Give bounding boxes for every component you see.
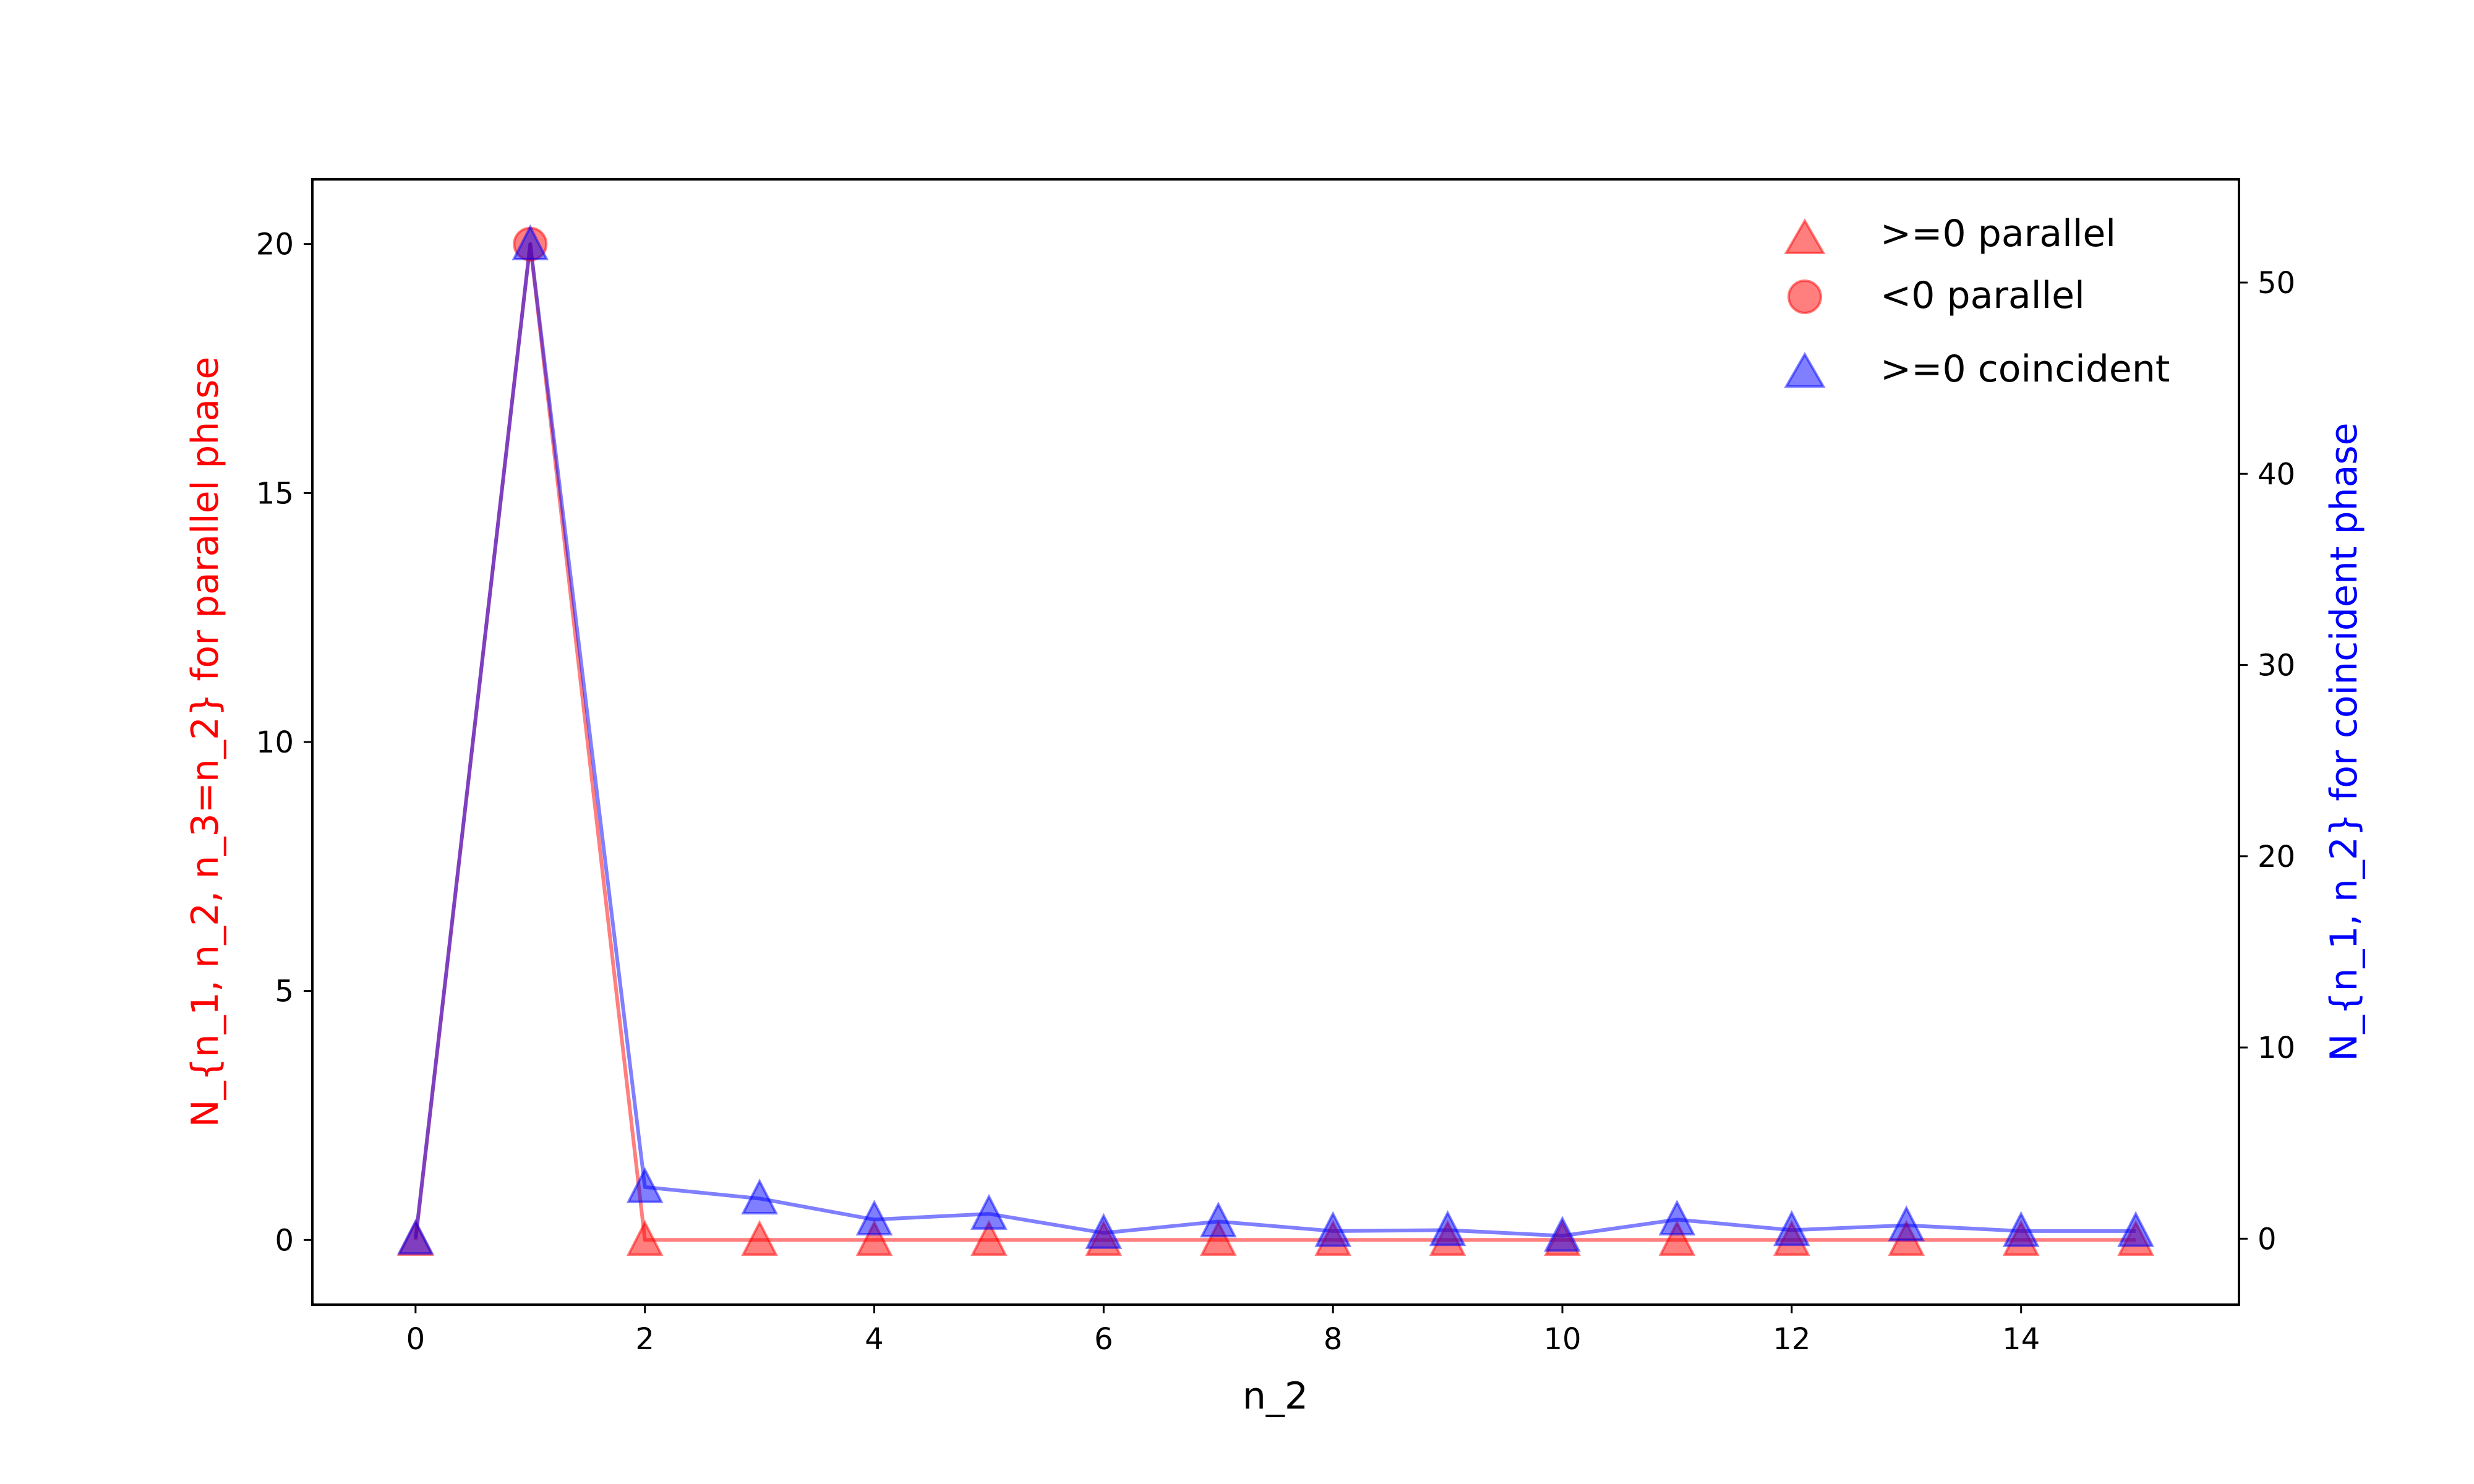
- x-tick-label: 0: [406, 1322, 426, 1357]
- data-point-coincident-ge0: [1773, 1210, 1810, 1247]
- y-axis-label-left: N_{n_1, n_2, n_3=n_2} for parallel phase: [184, 357, 227, 1128]
- legend-marker-triangle-red: [1784, 218, 1826, 254]
- y-right-tick-label: 10: [2258, 1031, 2295, 1065]
- y-left-tick-label: 10: [256, 725, 294, 760]
- legend-marker-triangle-blue: [1784, 351, 1826, 388]
- y-right-tick-label: 50: [2258, 266, 2295, 301]
- data-point-coincident-ge0: [855, 1200, 893, 1236]
- legend-label: <0 parallel: [1880, 274, 2085, 317]
- y-right-tick-label: 40: [2258, 457, 2295, 492]
- axes-layer: 0 2 4 6 8 10 12 14 0 5 10 15 20 0 10 20 30 40 50: [256, 228, 2295, 1357]
- x-tick-label: 2: [635, 1322, 654, 1357]
- data-point-coincident-ge0: [1199, 1201, 1237, 1238]
- data-point-parallel-ge0: [855, 1219, 893, 1256]
- data-point-coincident-ge0: [2002, 1211, 2040, 1247]
- x-tick-label: 14: [2002, 1322, 2040, 1357]
- data-point-coincident-ge0: [1085, 1213, 1123, 1249]
- legend-marker-circle-red: [1787, 279, 1822, 314]
- series-line-coincident: [413, 242, 2136, 1239]
- y-right-tick-label: 0: [2258, 1222, 2277, 1256]
- x-tick-label: 12: [1773, 1322, 1810, 1357]
- data-point-coincident-ge0: [2117, 1211, 2155, 1247]
- data-point-coincident-ge0: [396, 1218, 434, 1255]
- data-point-coincident-ge0: [1314, 1211, 1352, 1247]
- x-tick-label: 10: [1544, 1322, 1582, 1357]
- y-left-tick-label: 5: [275, 974, 294, 1009]
- legend-label: >=0 parallel: [1880, 212, 2116, 255]
- x-tick-label: 6: [1094, 1322, 1113, 1357]
- data-point-coincident-ge0: [1429, 1210, 1466, 1247]
- x-axis-label: n_2: [1243, 1375, 1308, 1418]
- y-left-tick-label: 0: [275, 1223, 294, 1258]
- data-point-parallel-ge0: [1199, 1219, 1237, 1256]
- data-point-parallel-ge0: [741, 1219, 779, 1256]
- data-point-parallel-ge0: [970, 1219, 1008, 1256]
- y-left-tick-label: 15: [256, 476, 294, 511]
- data-point-coincident-ge0: [511, 224, 549, 260]
- data-point-coincident-ge0: [970, 1193, 1008, 1230]
- data-point-coincident-ge0: [741, 1178, 779, 1215]
- plot-layer: [396, 224, 2155, 1256]
- y-right-tick-label: 30: [2258, 649, 2295, 683]
- data-point-parallel-ge0: [626, 1219, 664, 1256]
- y-right-tick-label: 20: [2258, 840, 2295, 874]
- data-point-coincident-ge0: [626, 1167, 664, 1203]
- data-point-parallel-ge0: [1658, 1219, 1696, 1256]
- legend: >=0 parallel <0 parallel >=0 coincident: [1784, 212, 2170, 391]
- x-tick-label: 8: [1324, 1322, 1343, 1357]
- x-tick-label: 4: [865, 1322, 884, 1357]
- y-left-tick-label: 20: [256, 228, 294, 262]
- data-point-coincident-ge0: [1888, 1205, 1925, 1242]
- legend-label: >=0 coincident: [1880, 348, 2170, 391]
- series-line-parallel: [413, 242, 2136, 1242]
- data-point-coincident-ge0: [1658, 1200, 1696, 1236]
- y-axis-label-right: N_{n_1, n_2} for coincident phase: [2322, 422, 2366, 1061]
- data-point-coincident-ge0: [1544, 1216, 1581, 1252]
